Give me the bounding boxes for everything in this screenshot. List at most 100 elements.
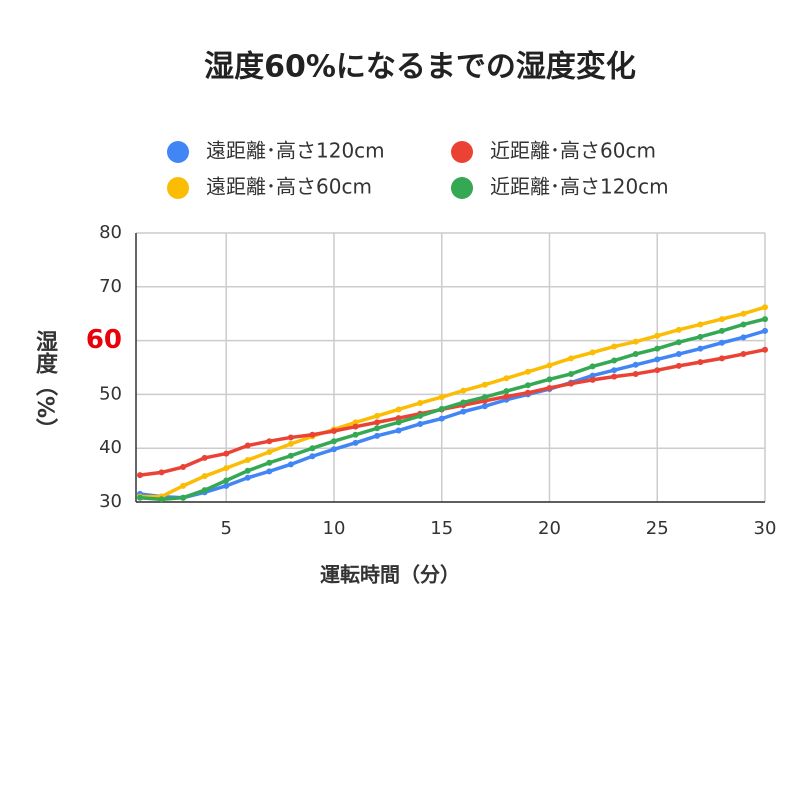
- data-point: [632, 338, 639, 345]
- data-point: [697, 333, 704, 340]
- data-point: [330, 427, 337, 434]
- x-tick-label: 20: [538, 518, 561, 539]
- data-point: [417, 412, 424, 419]
- data-point: [374, 412, 381, 419]
- data-point: [395, 427, 402, 434]
- series-line: [140, 305, 766, 499]
- data-point: [137, 494, 143, 501]
- x-axis-label: 運転時間（分）: [320, 563, 460, 587]
- data-point: [417, 420, 424, 427]
- series-line: [139, 317, 766, 502]
- x-tick-label: 15: [430, 518, 453, 539]
- data-point: [589, 372, 596, 379]
- data-point: [266, 438, 273, 445]
- data-point: [611, 343, 618, 350]
- data-point: [223, 482, 230, 489]
- data-point: [611, 367, 618, 374]
- data-point: [503, 388, 510, 395]
- x-tick-label: 5: [220, 518, 231, 539]
- data-point: [460, 408, 467, 415]
- x-tick-label: 25: [646, 518, 669, 539]
- data-point: [180, 464, 187, 471]
- data-point: [481, 394, 488, 401]
- data-point: [481, 403, 488, 410]
- data-point: [568, 380, 575, 387]
- data-point: [201, 473, 208, 480]
- x-tick-label: 10: [323, 518, 346, 539]
- y-tick-label: 70: [99, 276, 122, 297]
- data-point: [244, 442, 251, 449]
- data-point: [309, 431, 316, 438]
- data-point: [718, 339, 725, 346]
- data-point: [244, 474, 251, 481]
- y-tick-label: 60: [86, 325, 122, 355]
- legend-marker: [451, 141, 473, 163]
- legend-marker: [167, 177, 189, 199]
- data-point: [158, 469, 165, 476]
- data-point: [697, 321, 704, 328]
- data-point: [740, 310, 747, 317]
- data-point: [697, 359, 704, 366]
- data-point: [395, 419, 402, 426]
- data-point: [632, 361, 639, 368]
- data-point: [654, 345, 661, 352]
- data-point: [718, 355, 725, 362]
- data-point: [697, 345, 704, 352]
- legend-label: 遠距離･高さ60cm: [206, 175, 372, 199]
- data-point: [632, 370, 639, 377]
- data-point: [675, 362, 682, 369]
- data-point: [287, 440, 294, 447]
- legend-marker: [167, 141, 189, 163]
- data-point: [675, 339, 682, 346]
- data-point: [546, 362, 553, 369]
- legend-marker: [451, 177, 473, 199]
- data-point: [740, 334, 747, 341]
- data-point: [589, 349, 596, 356]
- data-point: [201, 487, 208, 494]
- data-point: [546, 376, 553, 383]
- data-point: [137, 472, 143, 479]
- data-point: [438, 405, 445, 412]
- data-point: [654, 332, 661, 339]
- data-point: [524, 368, 531, 375]
- y-tick-label: 50: [99, 383, 122, 404]
- data-point: [546, 384, 553, 391]
- data-point: [762, 316, 768, 323]
- data-point: [330, 438, 337, 445]
- data-point: [201, 454, 208, 461]
- data-point: [266, 448, 273, 455]
- data-point: [460, 399, 467, 406]
- data-point: [287, 434, 294, 441]
- data-point: [352, 423, 359, 430]
- data-point: [589, 363, 596, 370]
- data-point: [266, 468, 273, 475]
- data-point: [223, 477, 230, 484]
- data-point: [675, 326, 682, 333]
- data-point: [244, 457, 251, 464]
- data-point: [654, 356, 661, 363]
- x-tick-label: 30: [754, 518, 777, 539]
- data-point: [223, 465, 230, 472]
- data-point: [438, 394, 445, 401]
- data-point: [762, 346, 768, 353]
- data-point: [654, 367, 661, 374]
- data-point: [524, 382, 531, 389]
- data-point: [762, 304, 768, 311]
- series-line: [139, 329, 766, 500]
- data-point: [374, 419, 381, 426]
- data-point: [158, 496, 165, 503]
- data-point: [352, 419, 359, 426]
- data-point: [374, 432, 381, 439]
- data-point: [180, 482, 187, 489]
- data-point: [266, 459, 273, 466]
- data-point: [395, 406, 402, 413]
- data-point: [223, 450, 230, 457]
- data-point: [417, 400, 424, 407]
- legend-label: 近距離･高さ60cm: [490, 139, 656, 163]
- data-point: [180, 494, 187, 501]
- data-point: [438, 415, 445, 422]
- data-point: [568, 370, 575, 377]
- y-tick-label: 80: [99, 222, 122, 243]
- legend-label: 遠距離･高さ120cm: [206, 139, 385, 163]
